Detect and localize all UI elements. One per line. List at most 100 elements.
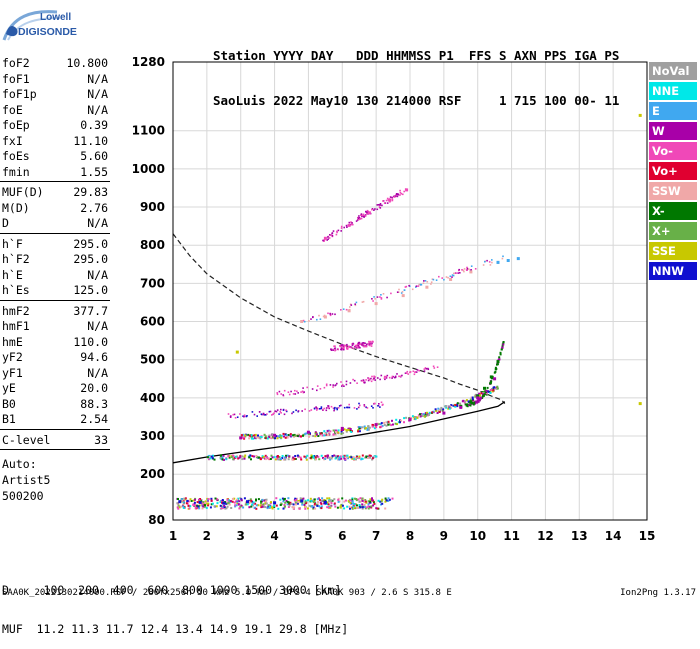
echo-point [327, 312, 329, 315]
echo-point [396, 195, 399, 198]
echo-point [351, 506, 354, 509]
echo-point [196, 504, 199, 507]
echo-point [283, 435, 285, 438]
x-tick-label: 1 [169, 529, 177, 543]
echo-point [352, 378, 354, 381]
echo-point [315, 407, 318, 409]
echo-point [436, 412, 439, 414]
echo-point [354, 344, 357, 347]
echo-point [327, 405, 329, 407]
echo-point [467, 400, 470, 403]
echo-point [482, 394, 485, 397]
echo-point [317, 455, 320, 458]
param-label: B0 [2, 396, 16, 411]
echo-point [399, 194, 401, 196]
echo-point [289, 435, 292, 438]
echo-point [284, 505, 286, 508]
echo-point [385, 199, 388, 202]
series-point [178, 500, 182, 504]
echo-point [232, 458, 235, 461]
echo-point [338, 456, 341, 459]
echo-point [363, 501, 366, 503]
echo-point [383, 202, 386, 204]
x-tick-label: 3 [237, 529, 245, 543]
series-point [273, 433, 277, 437]
echo-point [340, 404, 342, 407]
echo-point [271, 414, 273, 416]
echo-point [272, 413, 274, 415]
echo-point [287, 497, 290, 500]
echo-point [400, 292, 403, 294]
echo-point [288, 455, 291, 458]
echo-point [328, 498, 331, 501]
param-separator [0, 428, 110, 430]
echo-point [308, 504, 311, 507]
echo-point [180, 505, 183, 508]
echo-point [415, 285, 418, 287]
echo-point [256, 415, 258, 417]
echo-point [252, 437, 255, 440]
echo-point [305, 458, 308, 461]
echo-point [301, 410, 303, 412]
echo-point [340, 347, 343, 350]
echo-point [493, 371, 496, 374]
echo-point [214, 497, 217, 500]
echo-point [419, 415, 422, 418]
echo-point [312, 506, 315, 509]
echo-point [419, 413, 421, 416]
echo-point [287, 501, 290, 504]
echo-point [268, 457, 271, 460]
echo-point [466, 403, 469, 406]
series-point [493, 377, 497, 381]
echo-point [385, 499, 388, 502]
series-point [374, 423, 378, 427]
echo-point [259, 458, 262, 461]
echo-point [176, 502, 179, 505]
echo-point [260, 500, 263, 503]
echo-point [379, 204, 381, 206]
echo-point [366, 407, 369, 409]
echo-point [304, 500, 307, 503]
muf-row: MUF 11.2 11.3 11.7 12.4 13.4 14.9 19.1 2… [2, 622, 349, 636]
echo-point [285, 454, 287, 457]
y-tick-label: 400 [140, 391, 165, 405]
echo-point [279, 504, 282, 506]
echo-point [302, 387, 304, 389]
echo-point [482, 264, 485, 266]
echo-point [337, 498, 340, 501]
legend-item: X+ [649, 222, 697, 240]
echo-point [373, 427, 376, 430]
echo-point [233, 501, 236, 504]
echo-point [350, 346, 352, 348]
echo-point [276, 392, 278, 394]
echo-point [384, 497, 387, 500]
echo-point [389, 201, 391, 203]
echo-point [385, 375, 388, 378]
echo-point [275, 504, 278, 507]
auto-scaling-line1: Auto: [2, 457, 37, 471]
echo-point [368, 343, 371, 345]
echo-point [238, 456, 241, 459]
echo-point [383, 421, 386, 424]
echo-point [255, 437, 257, 440]
echo-point [358, 455, 361, 458]
echo-point [395, 418, 398, 421]
echo-point [366, 428, 369, 431]
echo-point [372, 378, 374, 381]
echo-point [201, 507, 204, 510]
echo-point [363, 503, 366, 506]
param-row: B0 88.3 [2, 397, 108, 411]
echo-point [340, 344, 343, 346]
echo-point [496, 387, 499, 390]
echo-point [371, 298, 373, 300]
param-value: 29.83 [73, 185, 108, 199]
echo-point [389, 196, 392, 198]
echo-point [263, 433, 266, 436]
header-line-1: Station YYYY DAY DDD HHMMSS P1 FFS S AXN… [213, 48, 620, 63]
echo-point [199, 498, 202, 500]
echo-point [261, 498, 264, 501]
echo-point [243, 497, 246, 500]
echo-point [336, 408, 338, 411]
echo-point [283, 497, 286, 500]
param-value: 377.7 [73, 303, 108, 318]
